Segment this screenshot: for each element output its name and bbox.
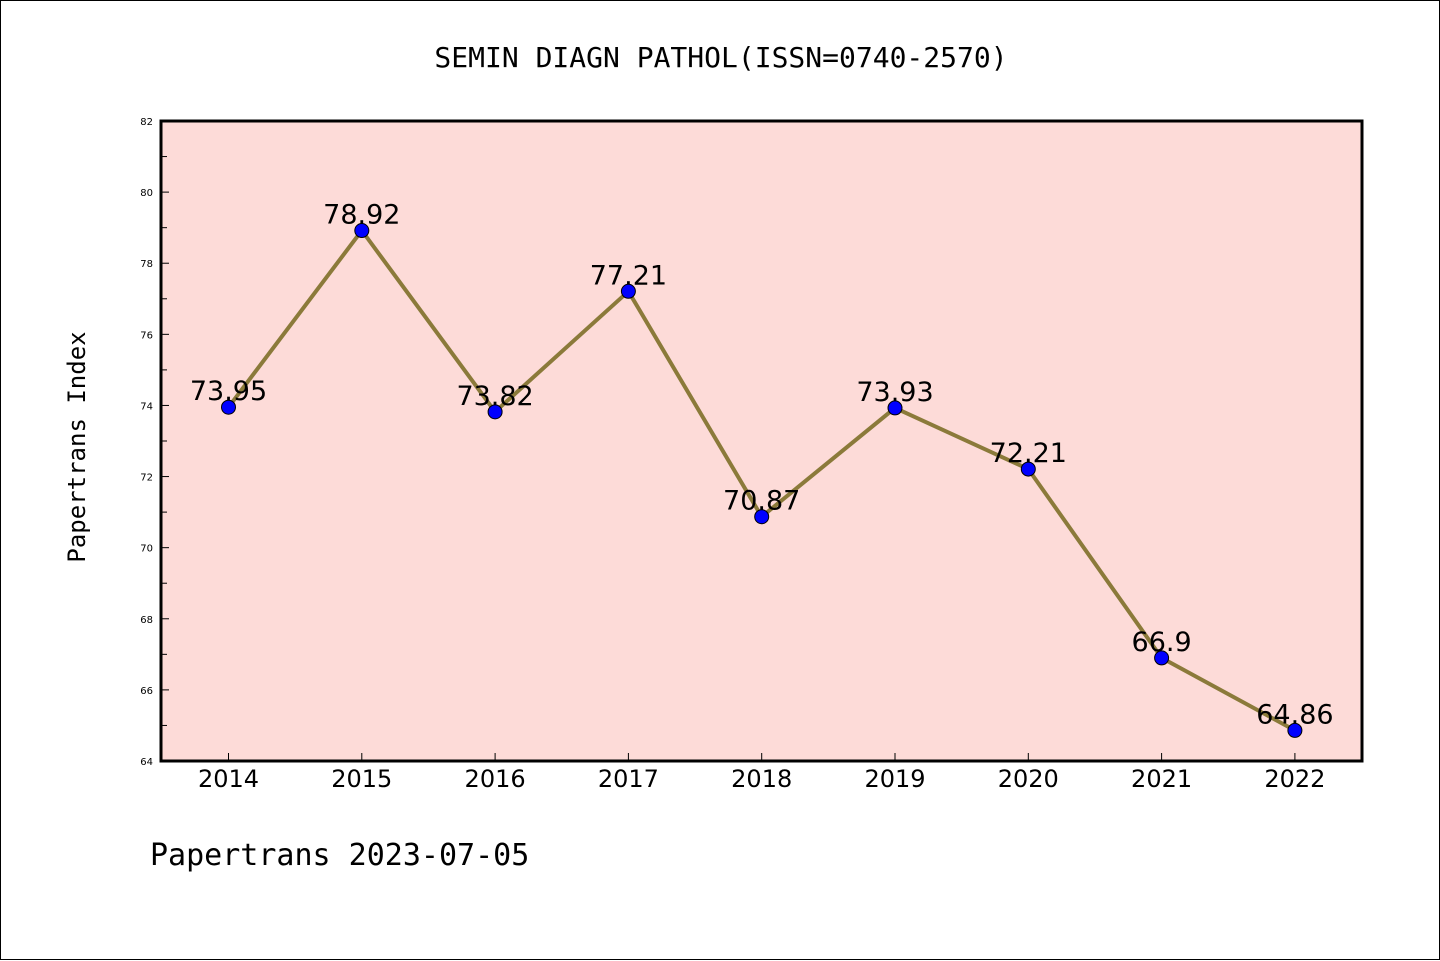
x-tick-label: 2022 <box>1264 765 1325 793</box>
data-labels: 73.95 78.92 73.82 77.21 70.87 73.93 72.21 66.9 6… <box>190 200 1334 731</box>
y-tick-label: 64 <box>140 757 153 768</box>
y-tick-label: 70 <box>140 544 153 555</box>
data-label: 73.95 <box>190 376 267 407</box>
data-label: 73.82 <box>456 381 533 412</box>
data-point <box>887 400 903 416</box>
y-tick-label: 68 <box>140 615 153 626</box>
y-tick-label: 80 <box>140 188 153 199</box>
y-axis-label: Papertrans Index <box>63 331 91 562</box>
data-point <box>754 509 770 525</box>
data-label: 78.92 <box>323 200 400 231</box>
x-tick-label: 2015 <box>331 765 392 793</box>
y-tick-label: 72 <box>140 473 153 484</box>
data-label: 70.87 <box>723 486 800 517</box>
x-tick-label: 2014 <box>198 765 259 793</box>
data-point <box>354 223 370 239</box>
x-tick-label: 2017 <box>598 765 659 793</box>
data-markers <box>221 223 1303 738</box>
footer-text: Papertrans 2023-07-05 <box>150 838 529 873</box>
y-tick-label: 66 <box>140 686 153 697</box>
data-point <box>487 404 503 420</box>
data-point <box>1287 722 1303 738</box>
x-axis: 2014 2015 2016 2017 2018 2019 2020 2021 2022 <box>198 753 1325 793</box>
data-label: 73.93 <box>856 377 933 408</box>
data-point <box>1154 650 1170 666</box>
chart-title: SEMIN DIAGN PATHOL(ISSN=0740-2570) <box>434 41 1007 74</box>
x-tick-label: 2018 <box>731 765 792 793</box>
data-point <box>620 283 636 299</box>
data-point <box>1020 461 1036 477</box>
plot-border <box>159 119 1364 763</box>
data-label: 72.21 <box>990 438 1067 469</box>
data-label: 77.21 <box>590 260 667 291</box>
data-label: 64.86 <box>1256 699 1333 730</box>
x-tick-label: 2020 <box>998 765 1059 793</box>
y-tick-label: 78 <box>140 259 153 270</box>
data-point <box>221 399 236 415</box>
x-tick-label: 2019 <box>864 765 925 793</box>
data-label: 66.9 <box>1132 627 1192 658</box>
x-tick-label: 2016 <box>465 765 526 793</box>
y-tick-label: 76 <box>140 330 153 341</box>
y-tick-label: 82 <box>140 117 153 128</box>
x-tick-label: 2021 <box>1131 765 1192 793</box>
y-tick-label: 74 <box>140 401 153 412</box>
